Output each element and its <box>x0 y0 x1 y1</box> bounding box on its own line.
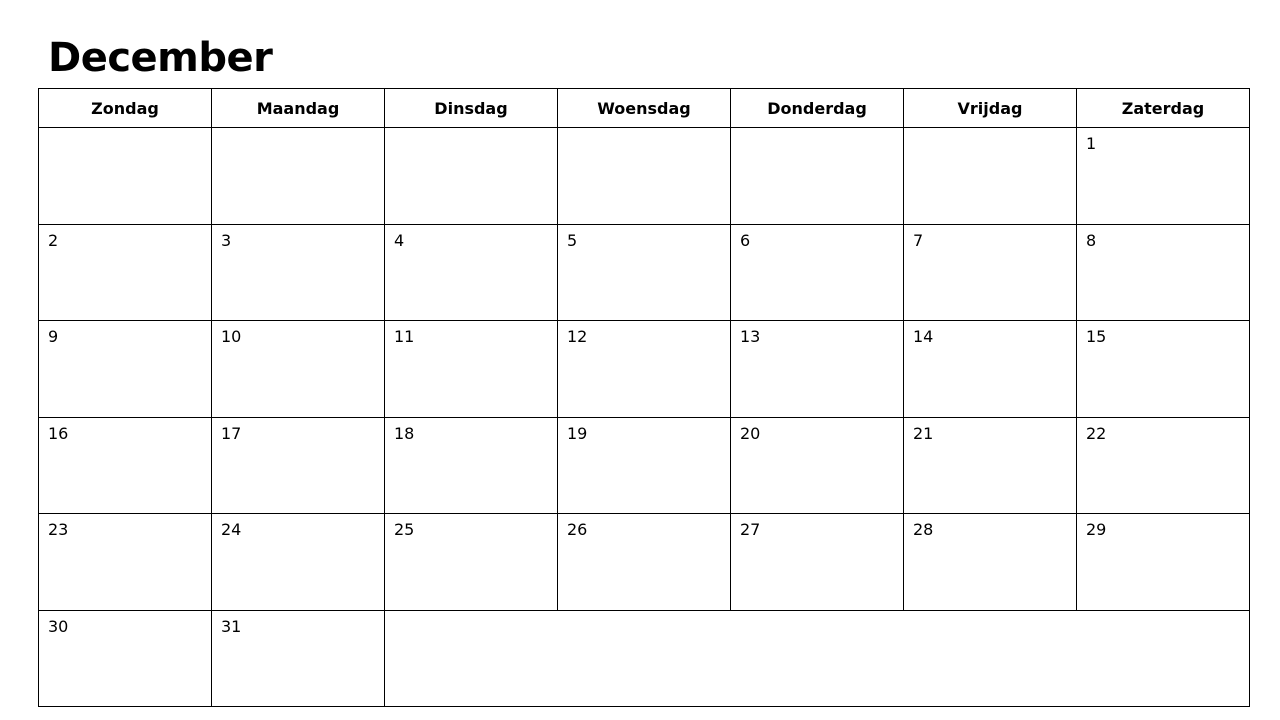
day-cell[interactable]: 14 <box>903 320 1077 418</box>
day-cell[interactable] <box>384 127 558 225</box>
empty-merged-cell <box>384 609 1250 707</box>
day-cell[interactable] <box>557 127 731 225</box>
week-row: 23 24 25 26 27 28 29 <box>38 513 1250 611</box>
day-number: 18 <box>394 423 415 443</box>
day-cell[interactable]: 29 <box>1076 513 1250 611</box>
day-number: 26 <box>567 520 588 539</box>
day-cell[interactable] <box>730 127 904 225</box>
day-number: 13 <box>740 327 761 346</box>
day-cell[interactable]: 12 <box>557 320 731 418</box>
weekday-maandag: Maandag <box>211 88 385 128</box>
weekday-dinsdag: Dinsdag <box>384 88 558 128</box>
day-cell[interactable]: 31 <box>211 609 385 707</box>
day-cell[interactable]: 15 <box>1076 320 1250 418</box>
week-row: 16 17 18 19 20 21 22 <box>38 416 1250 514</box>
day-number: 14 <box>913 327 934 346</box>
day-cell[interactable]: 8 <box>1076 223 1250 321</box>
day-number: 20 <box>740 423 761 443</box>
day-number: 3 <box>221 230 232 250</box>
day-number: 25 <box>394 520 415 539</box>
day-number: 30 <box>48 616 69 636</box>
week-row: 30 31 <box>38 609 1250 707</box>
day-cell[interactable] <box>211 127 385 225</box>
day-cell[interactable]: 20 <box>730 416 904 514</box>
day-cell[interactable]: 4 <box>384 223 558 321</box>
day-cell[interactable]: 7 <box>903 223 1077 321</box>
week-row: 1 <box>38 127 1250 225</box>
week-row: 9 10 11 12 13 14 15 <box>38 320 1250 418</box>
day-cell[interactable]: 1 <box>1076 127 1250 225</box>
day-cell[interactable]: 21 <box>903 416 1077 514</box>
day-cell[interactable] <box>38 127 212 225</box>
day-number: 22 <box>1086 423 1107 443</box>
day-number <box>212 128 384 134</box>
day-cell[interactable]: 19 <box>557 416 731 514</box>
day-number: 6 <box>740 230 751 250</box>
day-number <box>385 128 557 134</box>
weekday-zondag: Zondag <box>38 88 212 128</box>
day-cell[interactable]: 30 <box>38 609 212 707</box>
day-cell[interactable]: 9 <box>38 320 212 418</box>
calendar-grid: Zondag Maandag Dinsdag Woensdag Donderdag Vri… <box>38 88 1250 707</box>
day-number: 5 <box>567 230 578 250</box>
day-cell[interactable]: 16 <box>38 416 212 514</box>
day-cell[interactable]: 25 <box>384 513 558 611</box>
weekday-header-row: Zondag Maandag Dinsdag Woensdag Donderdag Vri… <box>38 88 1250 128</box>
day-number <box>39 128 211 134</box>
month-title: December <box>48 35 273 81</box>
day-cell[interactable]: 11 <box>384 320 558 418</box>
day-number: 10 <box>221 327 242 346</box>
day-number: 4 <box>394 230 405 250</box>
day-number: 16 <box>48 423 69 443</box>
day-number: 21 <box>913 423 934 443</box>
day-number: 17 <box>221 423 242 443</box>
weekday-zaterdag: Zaterdag <box>1076 88 1250 128</box>
day-cell[interactable]: 3 <box>211 223 385 321</box>
day-cell[interactable]: 2 <box>38 223 212 321</box>
weekday-vrijdag: Vrijdag <box>903 88 1077 128</box>
day-number: 19 <box>567 423 588 443</box>
day-number: 9 <box>48 327 59 346</box>
weekday-donderdag: Donderdag <box>730 88 904 128</box>
day-cell[interactable]: 10 <box>211 320 385 418</box>
day-number: 1 <box>1086 134 1097 153</box>
weekday-woensdag: Woensdag <box>557 88 731 128</box>
day-cell[interactable]: 23 <box>38 513 212 611</box>
day-number <box>904 128 1076 134</box>
day-number: 7 <box>913 230 924 250</box>
day-number: 8 <box>1086 230 1097 250</box>
day-cell[interactable]: 24 <box>211 513 385 611</box>
day-number: 23 <box>48 520 69 539</box>
day-number <box>731 128 903 134</box>
day-number <box>558 128 730 134</box>
day-cell[interactable]: 6 <box>730 223 904 321</box>
day-number: 28 <box>913 520 934 539</box>
day-cell[interactable]: 18 <box>384 416 558 514</box>
day-number: 31 <box>221 616 242 636</box>
day-number: 2 <box>48 230 59 250</box>
day-number: 27 <box>740 520 761 539</box>
week-row: 2 3 4 5 6 7 8 <box>38 223 1250 321</box>
day-cell[interactable]: 26 <box>557 513 731 611</box>
day-cell[interactable]: 28 <box>903 513 1077 611</box>
day-cell[interactable]: 22 <box>1076 416 1250 514</box>
day-number: 24 <box>221 520 242 539</box>
day-cell[interactable]: 13 <box>730 320 904 418</box>
day-number: 29 <box>1086 520 1107 539</box>
day-number: 11 <box>394 327 415 346</box>
day-cell[interactable]: 5 <box>557 223 731 321</box>
day-cell[interactable] <box>903 127 1077 225</box>
day-cell[interactable]: 17 <box>211 416 385 514</box>
day-number: 15 <box>1086 327 1107 346</box>
day-number: 12 <box>567 327 588 346</box>
day-cell[interactable]: 27 <box>730 513 904 611</box>
